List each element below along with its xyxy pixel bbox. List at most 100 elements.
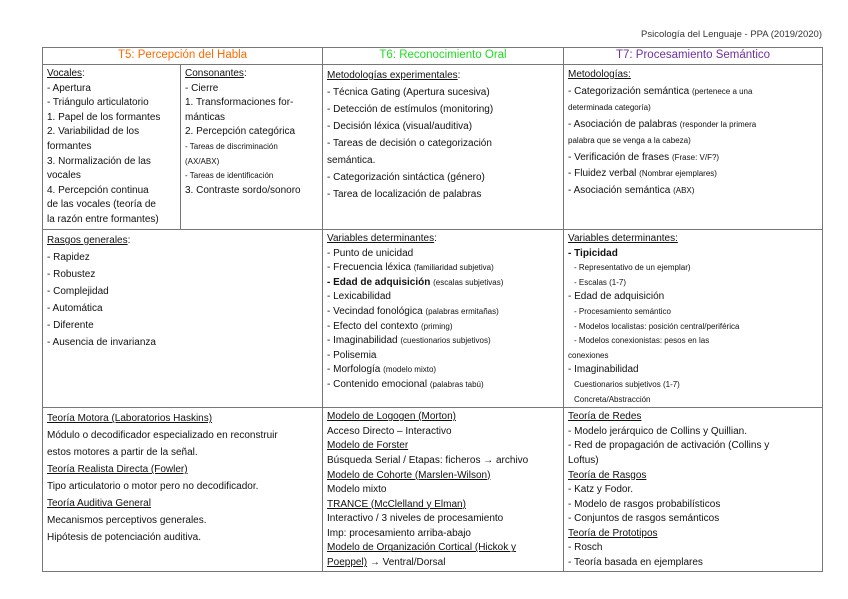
- line-tail: :: [457, 70, 461, 81]
- line-text: - Katz y Fodor.: [568, 484, 634, 496]
- text-line: - Verificación de frases (Frase: V/F?): [568, 150, 818, 167]
- column-title-t6: T6: Reconocimiento Oral: [322, 47, 565, 65]
- cell-t5-theories: Teoría Motora (Laboratorios Haskins) Módu…: [41, 407, 324, 572]
- text-line: - Conjuntos de rasgos semánticos: [568, 512, 818, 527]
- line-note: palabra que se venga a la cabeza): [568, 136, 691, 145]
- line-text: - Categorización sintáctica (género): [327, 172, 485, 183]
- line-text: 1. Papel de los formantes: [47, 111, 161, 123]
- text-line: Modelo de Forster: [327, 439, 559, 454]
- line-note: (modelo mixto): [383, 365, 437, 375]
- section-heading: Modelo de Cohorte (Marslen-Wilson): [327, 469, 491, 481]
- line-text: - Diferente: [47, 320, 94, 331]
- line-tail: :: [434, 233, 437, 244]
- text-line: Modelo de Logogen (Morton): [327, 410, 559, 425]
- line-text: - Polisemia: [327, 349, 377, 361]
- line-text: semántica.: [327, 155, 376, 166]
- text-line: - Fluidez verbal (Nombrar ejemplares): [568, 166, 818, 183]
- text-line: - Vecindad fonológica (palabras ermitaña…: [327, 305, 559, 320]
- text-line: - Punto de unicidad: [327, 247, 559, 262]
- line-text: Loftus): [568, 454, 599, 466]
- line-text: - Efecto del contexto: [327, 320, 421, 332]
- text-line: 4. Percepción continua: [47, 184, 176, 199]
- section-heading: Metodologías:: [568, 69, 631, 80]
- line-text: - Tareas de identificación: [185, 171, 274, 181]
- text-line: Variables determinantes:: [327, 232, 559, 247]
- text-line: - Tarea de localización de palabras: [327, 186, 559, 203]
- text-line: - Apertura: [47, 82, 176, 97]
- line-text: Interactivo / 3 niveles de procesamiento: [327, 513, 504, 525]
- line-text: Módulo o decodificador especializado en …: [47, 430, 278, 442]
- text-line: vocales: [47, 169, 176, 184]
- text-line: 1. Papel de los formantes: [47, 111, 176, 126]
- text-line: - Rapidez: [47, 249, 318, 266]
- text-line: Metodologías experimentales:: [327, 67, 559, 84]
- line-text: - Rosch: [568, 542, 603, 554]
- line-text: - Frecuencia léxica: [327, 262, 414, 274]
- text-line: - Tareas de decisión o categorización: [327, 135, 559, 152]
- header-row: T5: Percepción del Habla T6: Reconocimie…: [41, 47, 824, 65]
- text-line: - Tareas de discriminación: [185, 140, 318, 155]
- line-note: (cuestionarios subjetivos): [400, 336, 491, 346]
- text-line: mánticas: [185, 111, 318, 126]
- text-line: Concreta/Abstracción: [568, 393, 818, 407]
- line-text: - Modelos conexionistas: pesos en las: [574, 336, 710, 346]
- line-text: Cuestionarios subjetivos (1-7): [574, 379, 680, 389]
- line-text: - Automática: [47, 303, 103, 314]
- line-text: Imp: procesamiento arriba-abajo: [327, 527, 471, 539]
- text-line: Interactivo / 3 niveles de procesamiento: [327, 512, 559, 527]
- text-line: - Modelos conexionistas: pesos en las: [568, 334, 818, 349]
- row-variables: Rasgos generales: - Rapidez - Robustez - Co…: [41, 228, 824, 409]
- line-tail: :: [82, 68, 85, 79]
- line-text: - Imaginabilidad: [327, 335, 401, 347]
- text-line: - Decisión léxica (visual/auditiva): [327, 118, 559, 135]
- text-line: 3. Normalización de las: [47, 155, 176, 170]
- text-line: 3. Contraste sordo/sonoro: [185, 184, 318, 199]
- text-line: Cuestionarios subjetivos (1-7): [568, 378, 818, 393]
- text-line: Loftus): [568, 454, 818, 469]
- row-models: Teoría Motora (Laboratorios Haskins) Módu…: [41, 407, 824, 572]
- line-text: - Morfología: [327, 364, 384, 376]
- line-text: Búsqueda Serial / Etapas: ficheros → arc…: [327, 454, 529, 466]
- line-note: (familiaridad subjetiva): [413, 263, 494, 273]
- section-heading: Modelo de Organización Cortical (Hickok …: [327, 542, 516, 554]
- text-line: determinada categoría): [568, 100, 818, 117]
- text-line: 2. Percepción categórica: [185, 125, 318, 140]
- line-tail: :: [243, 68, 247, 79]
- text-line: - Edad de adquisición (escalas subjetiva…: [327, 276, 559, 291]
- line-note: (pertenece a una: [691, 86, 753, 96]
- line-text: de las vocales (teoría de: [47, 199, 156, 211]
- text-line: Teoría de Redes: [568, 410, 818, 425]
- text-line: - Complejidad: [47, 283, 318, 300]
- section-heading: Metodologías experimentales: [327, 70, 458, 81]
- text-line: - Teoría basada en ejemplares: [568, 556, 818, 570]
- section-heading: Teoría Motora (Laboratorios Haskins): [47, 413, 213, 425]
- text-line: - Técnica Gating (Apertura sucesiva): [327, 84, 559, 101]
- line-text: - Vecindad fonológica: [327, 305, 426, 317]
- line-text: - Escalas (1-7): [574, 277, 627, 287]
- text-line: semántica.: [327, 152, 559, 169]
- text-line: - Modelos localistas: posición central/p…: [568, 320, 818, 335]
- text-line: - Diferente: [47, 317, 318, 334]
- cell-t5-features: Rasgos generales: - Rapidez - Robustez - Co…: [41, 228, 324, 409]
- line-note: (ABX): [673, 185, 695, 195]
- text-line: formantes: [47, 140, 176, 155]
- text-line: - Escalas (1-7): [568, 276, 818, 291]
- text-line: - Representativo de un ejemplar): [568, 261, 818, 276]
- cell-t6-variables: Variables determinantes: - Punto de unici…: [322, 228, 565, 409]
- line-text: - Procesamiento semántico: [574, 306, 671, 316]
- section-heading: Consonantes: [185, 68, 244, 79]
- line-text: Tipo articulatorio o motor pero no decod…: [47, 481, 259, 493]
- line-text: Concreta/Abstracción: [574, 394, 651, 404]
- section-heading: TRANCE (McClelland y Elman): [327, 498, 466, 510]
- text-line: Teoría Motora (Laboratorios Haskins): [47, 410, 318, 427]
- line-text: - Técnica Gating (Apertura sucesiva): [327, 87, 490, 98]
- text-line: Poeppel) → Ventral/Dorsal: [327, 556, 559, 570]
- text-line: Módulo o decodificador especializado en …: [47, 427, 318, 444]
- line-text: - Triángulo articulatorio: [47, 97, 149, 109]
- section-heading: Teoría de Redes: [568, 411, 642, 423]
- text-line: - Efecto del contexto (priming): [327, 320, 559, 335]
- text-line: Modelo de Cohorte (Marslen-Wilson): [327, 469, 559, 484]
- document-header: Psicología del Lenguaje - PPA (2019/2020…: [641, 29, 822, 40]
- line-text: vocales: [47, 170, 81, 182]
- text-line: - Ausencia de invarianza: [47, 334, 318, 351]
